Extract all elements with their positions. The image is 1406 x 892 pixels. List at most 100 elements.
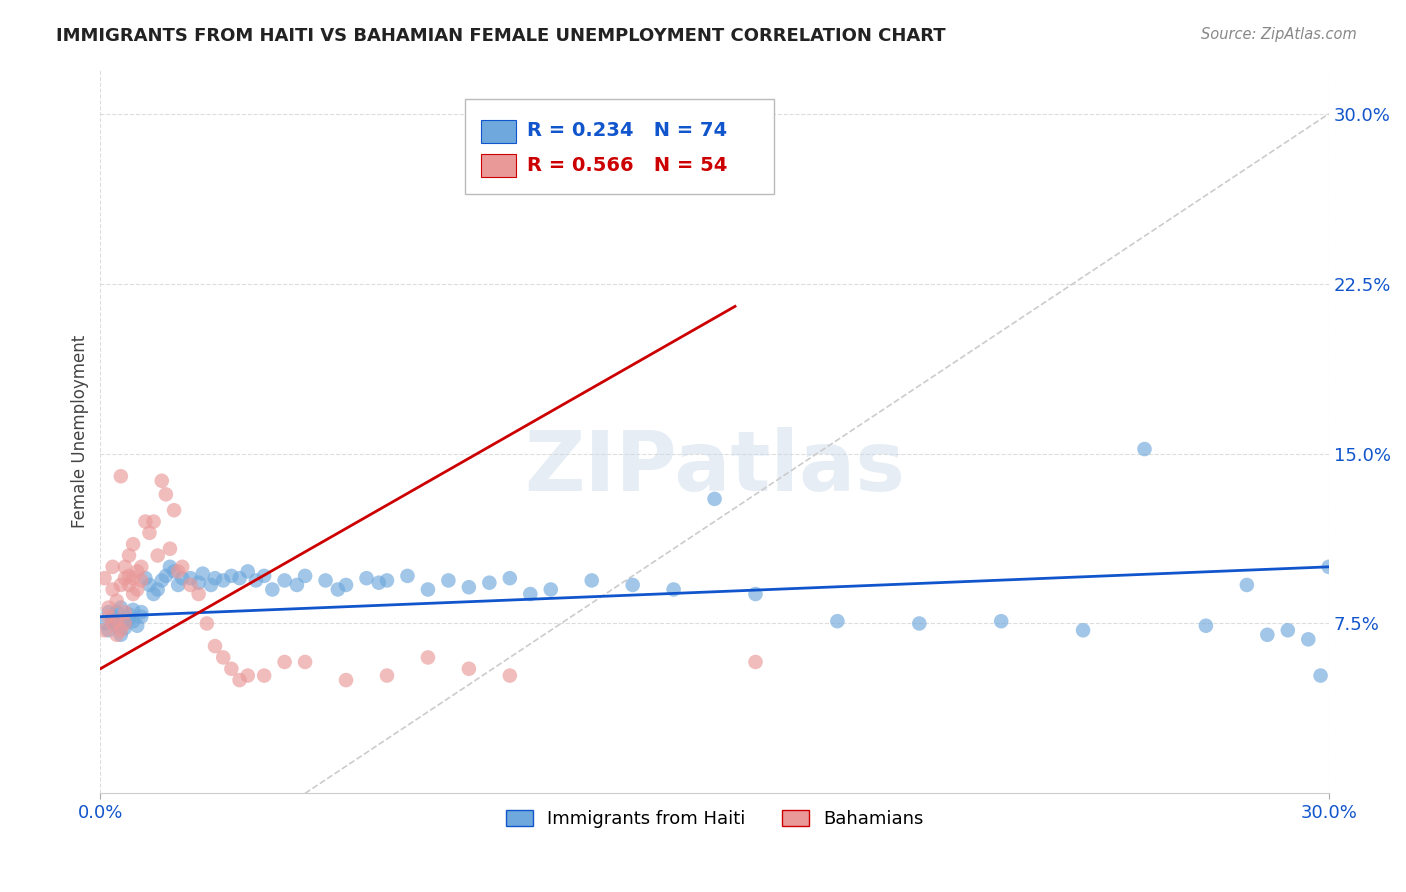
Point [110, 600, 132, 615]
Point [97, 600, 120, 615]
Point [129, 574, 152, 588]
Point [253, 569, 276, 583]
Point [703, 491, 725, 506]
Point [93, 624, 115, 638]
Point [315, 574, 337, 588]
Point [285, 578, 308, 592]
Point [122, 571, 145, 585]
Point [101, 614, 124, 628]
Point [159, 541, 181, 556]
Point [1298, 632, 1320, 647]
Point [114, 605, 136, 619]
Point [1317, 559, 1340, 574]
Point [1133, 442, 1156, 456]
Point [662, 582, 685, 597]
Point [101, 559, 124, 574]
Point [105, 605, 128, 619]
Point [138, 578, 160, 592]
Point [110, 469, 132, 483]
FancyBboxPatch shape [465, 99, 773, 194]
Point [367, 575, 389, 590]
Point [105, 628, 128, 642]
Point [179, 571, 201, 585]
Point [118, 549, 141, 563]
Point [105, 594, 128, 608]
Point [228, 571, 250, 585]
Point [129, 605, 152, 619]
Point [1277, 624, 1299, 638]
Point [163, 565, 186, 579]
Point [110, 578, 132, 592]
Point [97, 605, 120, 619]
Point [744, 655, 766, 669]
Point [129, 559, 152, 574]
Point [114, 616, 136, 631]
Point [375, 668, 398, 682]
Point [294, 569, 316, 583]
Point [97, 609, 120, 624]
Point [245, 574, 267, 588]
Point [118, 578, 141, 592]
Point [294, 655, 316, 669]
Point [172, 559, 194, 574]
Point [93, 616, 115, 631]
Point [150, 574, 173, 588]
Point [236, 565, 259, 579]
FancyBboxPatch shape [481, 120, 516, 144]
Point [335, 578, 357, 592]
Point [273, 655, 295, 669]
Point [1195, 618, 1218, 632]
Point [1071, 624, 1094, 638]
Point [1309, 668, 1331, 682]
Point [110, 624, 132, 638]
Point [253, 668, 276, 682]
Point [142, 515, 165, 529]
Point [262, 582, 284, 597]
Legend: Immigrants from Haiti, Bahamians: Immigrants from Haiti, Bahamians [498, 802, 931, 835]
Text: R = 0.234   N = 74: R = 0.234 N = 74 [527, 121, 727, 140]
Point [212, 574, 235, 588]
Point [101, 609, 124, 624]
Point [200, 578, 222, 592]
Point [204, 571, 226, 585]
Point [127, 582, 149, 597]
Point [457, 662, 479, 676]
Point [114, 571, 136, 585]
Point [167, 578, 190, 592]
Point [118, 612, 141, 626]
Point [908, 616, 931, 631]
Point [127, 618, 149, 632]
Point [396, 569, 419, 583]
Point [97, 624, 120, 638]
Point [540, 582, 562, 597]
Point [105, 614, 128, 628]
Point [221, 569, 243, 583]
Point [191, 566, 214, 581]
Point [110, 628, 132, 642]
Point [118, 607, 141, 622]
FancyBboxPatch shape [481, 154, 516, 178]
Point [187, 587, 209, 601]
Point [150, 474, 173, 488]
Point [114, 559, 136, 574]
Text: IMMIGRANTS FROM HAITI VS BAHAMIAN FEMALE UNEMPLOYMENT CORRELATION CHART: IMMIGRANTS FROM HAITI VS BAHAMIAN FEMALE… [56, 27, 946, 45]
Point [195, 616, 218, 631]
Point [134, 515, 156, 529]
Point [122, 603, 145, 617]
Point [159, 559, 181, 574]
Text: ZIPatlas: ZIPatlas [524, 426, 905, 508]
Text: Source: ZipAtlas.com: Source: ZipAtlas.com [1201, 27, 1357, 42]
Point [114, 621, 136, 635]
Point [335, 673, 357, 687]
Point [416, 650, 439, 665]
Point [155, 569, 177, 583]
Point [105, 618, 128, 632]
Point [621, 578, 644, 592]
Point [827, 614, 849, 628]
Point [478, 575, 501, 590]
Point [101, 582, 124, 597]
Point [134, 571, 156, 585]
Point [581, 574, 603, 588]
Point [167, 565, 190, 579]
Point [146, 549, 169, 563]
